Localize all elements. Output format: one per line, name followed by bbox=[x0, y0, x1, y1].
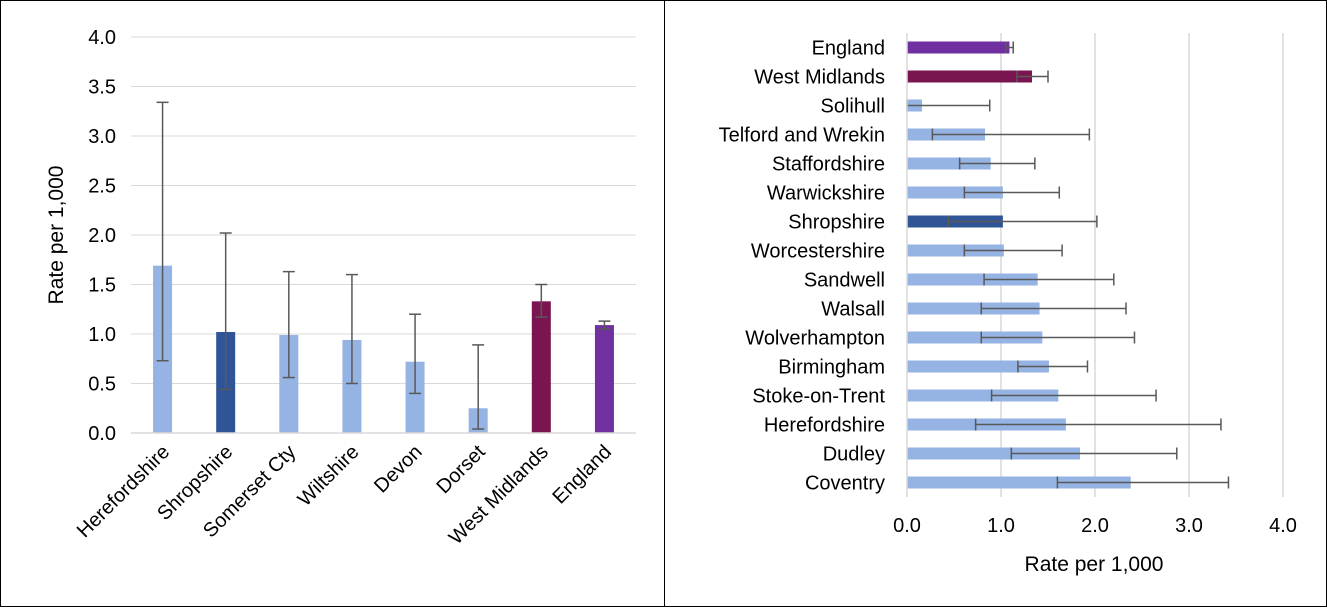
error-bar bbox=[990, 389, 1157, 402]
category-label: West Midlands bbox=[754, 67, 885, 89]
error-bar bbox=[535, 283, 548, 318]
x-tick-label: 3.0 bbox=[1175, 515, 1203, 537]
error-bar bbox=[974, 418, 1222, 431]
bar bbox=[907, 389, 1059, 402]
error-bars bbox=[906, 41, 1230, 489]
error-bar bbox=[219, 232, 232, 391]
vertical-bar-chart-panel: 0.0 0.5 1.0 1.5 2.0 2.5 3.0 3.5 4.0 Herefordshir… bbox=[0, 0, 665, 607]
x-tick-label: 1.0 bbox=[987, 515, 1015, 537]
bars bbox=[153, 265, 614, 433]
error-bar bbox=[947, 215, 1098, 228]
error-bar bbox=[156, 101, 169, 362]
error-bar bbox=[963, 244, 1063, 257]
x-tick-label: 2.0 bbox=[1081, 515, 1109, 537]
x-tick-label: 4.0 bbox=[1269, 515, 1297, 537]
category-label: Staffordshire bbox=[772, 154, 885, 176]
error-bar bbox=[931, 128, 1091, 141]
error-bar bbox=[1010, 447, 1178, 460]
horizontal-bar-chart: England West Midlands Solihull Telford and … bbox=[719, 33, 1297, 576]
error-bar bbox=[282, 270, 295, 379]
bar bbox=[907, 273, 1038, 286]
y-tick-label: 1.5 bbox=[88, 275, 116, 297]
category-label: Birmingham bbox=[778, 357, 885, 379]
bar bbox=[342, 339, 362, 433]
category-label: Stoke-on-Trent bbox=[752, 386, 885, 408]
bar bbox=[907, 331, 1043, 344]
bar bbox=[594, 325, 614, 433]
bar bbox=[907, 447, 1080, 460]
category-labels: England West Midlands Solihull Telford and … bbox=[719, 38, 886, 495]
y-tick-label: 3.5 bbox=[88, 77, 116, 99]
category-label: Telford and Wrekin bbox=[719, 125, 885, 147]
error-bar bbox=[980, 331, 1136, 344]
category-label: Solihull bbox=[821, 96, 885, 118]
x-tick-label: Devon bbox=[370, 441, 426, 497]
x-tick-label: England bbox=[549, 441, 616, 508]
y-tick-label: 4.0 bbox=[88, 27, 116, 49]
x-tick-label: Wiltshire bbox=[294, 441, 364, 511]
x-tick-label: Dorset bbox=[433, 441, 491, 499]
bar bbox=[405, 361, 425, 433]
bar bbox=[907, 70, 1033, 83]
y-tick-label: 2.0 bbox=[88, 225, 116, 247]
y-tick-label: 0.5 bbox=[88, 374, 116, 396]
bar bbox=[279, 334, 299, 433]
category-label: Dudley bbox=[823, 444, 885, 466]
bar bbox=[907, 302, 1040, 315]
error-bar bbox=[409, 313, 422, 395]
x-axis-label: Rate per 1,000 bbox=[1025, 553, 1164, 576]
y-tick-label: 1.0 bbox=[88, 324, 116, 346]
x-tick-labels: 0.0 1.0 2.0 3.0 4.0 bbox=[893, 515, 1297, 537]
error-bar bbox=[963, 186, 1061, 199]
bar bbox=[907, 476, 1131, 489]
category-label: Walsall bbox=[821, 299, 885, 321]
error-bar bbox=[598, 320, 611, 330]
error-bar bbox=[958, 157, 1036, 170]
y-tick-label: 0.0 bbox=[88, 423, 116, 445]
bar bbox=[907, 157, 991, 170]
x-tick-label: 0.0 bbox=[893, 515, 921, 537]
category-label: Worcestershire bbox=[751, 241, 885, 263]
error-bar bbox=[980, 302, 1127, 315]
bar bbox=[907, 360, 1049, 373]
y-tick-label: 3.0 bbox=[88, 126, 116, 148]
error-bar bbox=[1004, 41, 1014, 54]
bar bbox=[907, 41, 1010, 54]
category-label: Sandwell bbox=[804, 270, 885, 292]
category-label: Wolverhampton bbox=[745, 328, 885, 350]
category-label: Herefordshire bbox=[764, 415, 885, 437]
error-bar bbox=[1016, 70, 1049, 83]
bar bbox=[531, 301, 551, 433]
error-bars bbox=[156, 101, 611, 430]
bar bbox=[907, 186, 1003, 199]
y-tick-labels: 0.0 0.5 1.0 1.5 2.0 2.5 3.0 3.5 4.0 bbox=[88, 27, 116, 445]
category-label: Warwickshire bbox=[767, 183, 885, 205]
y-tick-label: 2.5 bbox=[88, 176, 116, 198]
category-label: Coventry bbox=[805, 473, 885, 495]
error-bar bbox=[1017, 360, 1089, 373]
category-label: Shropshire bbox=[788, 212, 885, 234]
horizontal-bar-chart-panel: England West Midlands Solihull Telford and … bbox=[664, 0, 1327, 607]
vertical-bar-chart: 0.0 0.5 1.0 1.5 2.0 2.5 3.0 3.5 4.0 Herefordshir… bbox=[45, 27, 636, 549]
gridlines bbox=[131, 36, 636, 384]
error-bar bbox=[345, 273, 358, 385]
bars bbox=[907, 41, 1131, 489]
bar bbox=[907, 244, 1004, 257]
category-label: England bbox=[812, 38, 885, 60]
error-bar bbox=[1056, 476, 1230, 489]
x-tick-label: Herefordshire bbox=[73, 441, 174, 542]
y-axis-label: Rate per 1,000 bbox=[45, 166, 68, 305]
error-bar bbox=[472, 344, 485, 430]
error-bar bbox=[983, 273, 1115, 286]
